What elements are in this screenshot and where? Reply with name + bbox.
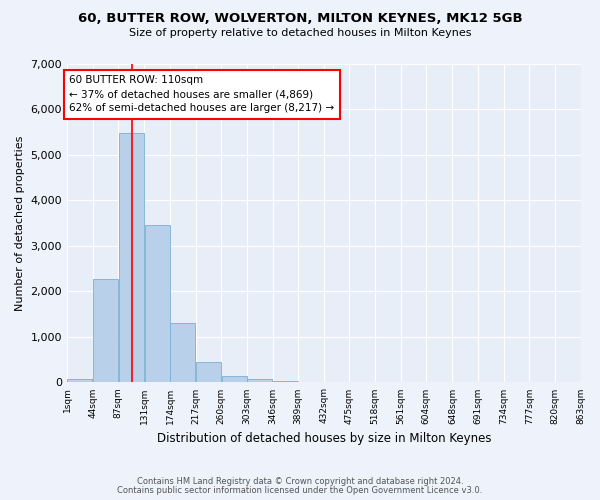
Bar xyxy=(93,278,118,382)
Y-axis label: Number of detached properties: Number of detached properties xyxy=(15,136,25,311)
Text: Contains public sector information licensed under the Open Government Licence v3: Contains public sector information licen… xyxy=(118,486,482,495)
Bar xyxy=(170,323,196,382)
Text: Size of property relative to detached houses in Milton Keynes: Size of property relative to detached ho… xyxy=(129,28,471,38)
Bar xyxy=(145,226,170,382)
Bar xyxy=(119,133,144,382)
Text: Contains HM Land Registry data © Crown copyright and database right 2024.: Contains HM Land Registry data © Crown c… xyxy=(137,477,463,486)
X-axis label: Distribution of detached houses by size in Milton Keynes: Distribution of detached houses by size … xyxy=(157,432,491,445)
Text: 60, BUTTER ROW, WOLVERTON, MILTON KEYNES, MK12 5GB: 60, BUTTER ROW, WOLVERTON, MILTON KEYNES… xyxy=(77,12,523,26)
Bar xyxy=(273,380,298,382)
Text: 60 BUTTER ROW: 110sqm
← 37% of detached houses are smaller (4,869)
62% of semi-d: 60 BUTTER ROW: 110sqm ← 37% of detached … xyxy=(70,76,335,114)
Bar xyxy=(67,379,92,382)
Bar xyxy=(221,376,247,382)
Bar xyxy=(247,379,272,382)
Bar xyxy=(196,362,221,382)
